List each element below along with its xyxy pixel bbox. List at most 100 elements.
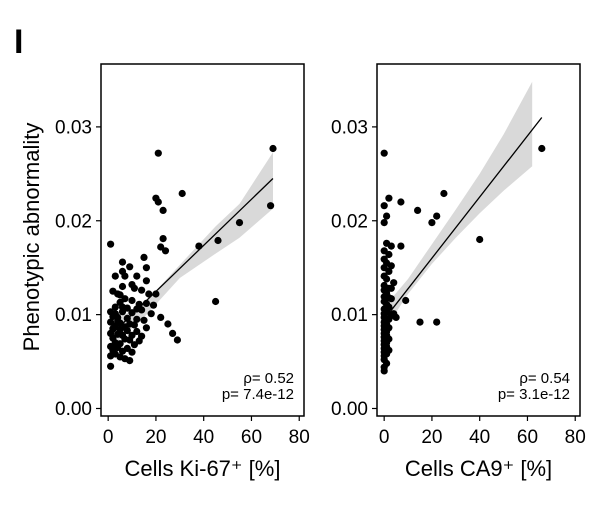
ki67-p-annotation: p= 7.4e-12 bbox=[222, 386, 294, 403]
ki67-data-point bbox=[147, 310, 155, 318]
ca9-data-point bbox=[380, 219, 388, 227]
ki67-data-point bbox=[123, 314, 131, 322]
ca9-data-point bbox=[380, 149, 388, 157]
ki67-data-point bbox=[111, 272, 119, 280]
ca9-regression-line bbox=[383, 117, 543, 320]
ki67-data-point bbox=[133, 327, 141, 336]
ca9-data-point bbox=[380, 202, 388, 210]
ca9-data-point bbox=[476, 235, 484, 244]
ki67-x-tick-label: 40 bbox=[193, 427, 214, 448]
ca9-data-point bbox=[416, 318, 424, 326]
ki67-data-point bbox=[142, 277, 150, 285]
ca9-rho-annotation: ρ= 0.54 bbox=[519, 370, 570, 387]
ki67-x-tick-label: 80 bbox=[289, 427, 310, 448]
ki67-data-point bbox=[126, 263, 134, 271]
ca9-plot-frame bbox=[376, 63, 581, 417]
ki67-data-point bbox=[164, 320, 172, 328]
ca9-data-point bbox=[402, 296, 410, 305]
ki67-data-point bbox=[128, 348, 136, 356]
ca9-data-point bbox=[414, 206, 422, 214]
ki67-x-tick-label: 0 bbox=[103, 427, 114, 448]
ki67-data-point bbox=[235, 219, 244, 227]
ki67-data-point bbox=[142, 299, 150, 307]
ki67-data-point bbox=[142, 324, 150, 332]
ca9-data-point bbox=[387, 284, 395, 292]
ki67-data-point bbox=[121, 272, 129, 280]
y-axis-title: Phenotypic abnormality bbox=[19, 123, 44, 352]
ki67-data-point bbox=[159, 206, 167, 214]
ca9-data-point bbox=[387, 262, 395, 270]
ki67-data-point bbox=[118, 303, 127, 311]
ki67-y-tick-label: 0.03 bbox=[55, 117, 92, 138]
ki67-data-point bbox=[133, 315, 141, 323]
ca9-x-tick-label: 40 bbox=[469, 427, 490, 448]
ca9-data-point bbox=[385, 294, 393, 302]
ki67-x-axis-title: Cells Ki-67⁺ [%] bbox=[125, 456, 281, 481]
ki67-data-point bbox=[152, 290, 160, 298]
ki67-data-point bbox=[111, 310, 119, 318]
ki67-data-point bbox=[130, 321, 138, 329]
ca9-y-tick-label: 0.00 bbox=[331, 399, 368, 420]
ki67-data-point bbox=[173, 336, 181, 344]
ki67-data-point bbox=[118, 347, 127, 355]
ki67-data-point bbox=[267, 202, 275, 210]
ca9-data-point bbox=[428, 219, 436, 227]
ca9-data-point bbox=[392, 313, 400, 321]
ca9-y-tick-label: 0.03 bbox=[331, 117, 368, 138]
ki67-data-point bbox=[169, 329, 177, 337]
ki67-data-point bbox=[114, 317, 122, 325]
panel-ki67: 0.00 0.01 0.02 0.03 0 20 40 60 80 Cells Ki-67⁺ [%… bbox=[55, 63, 310, 481]
ca9-data-point bbox=[385, 250, 393, 259]
ki67-data-point bbox=[126, 357, 134, 365]
ki67-data-point bbox=[116, 291, 124, 299]
ki67-data-point bbox=[178, 189, 186, 198]
ki67-y-tick-label: 0.00 bbox=[55, 399, 92, 420]
ca9-data-point bbox=[380, 367, 388, 375]
ki67-data-point bbox=[107, 352, 115, 360]
ca9-data-point bbox=[385, 267, 393, 275]
ki67-data-point bbox=[109, 344, 117, 352]
ca9-data-point bbox=[383, 212, 391, 220]
ki67-data-point bbox=[212, 297, 220, 306]
ki67-data-point bbox=[135, 337, 143, 345]
ca9-x-tick-label: 20 bbox=[421, 427, 442, 448]
ki67-data-point bbox=[140, 253, 148, 261]
ki67-data-point bbox=[130, 284, 138, 292]
ca9-data-point bbox=[433, 212, 441, 220]
ki67-data-point bbox=[123, 327, 131, 335]
ca9-data-point bbox=[440, 189, 448, 198]
ki67-data-point bbox=[138, 286, 146, 294]
ca9-x-axis-title: Cells CA9⁺ [%] bbox=[405, 456, 552, 481]
ki67-data-point bbox=[269, 144, 277, 153]
ca9-x-tick-label: 80 bbox=[565, 427, 586, 448]
ca9-data-point bbox=[397, 198, 405, 206]
ki67-data-point bbox=[111, 303, 119, 311]
ca9-p-annotation: p= 3.1e-12 bbox=[498, 386, 570, 403]
ca9-data-point bbox=[383, 275, 391, 283]
ki67-data-point bbox=[154, 198, 162, 206]
ca9-data-point bbox=[387, 242, 395, 250]
ca9-y-tick-label: 0.01 bbox=[331, 305, 368, 326]
ca9-data-point bbox=[385, 194, 393, 202]
ki67-data-point bbox=[118, 282, 127, 291]
ki67-data-point bbox=[107, 240, 115, 248]
panel-ca9: 0.00 0.01 0.02 0.03 0 20 40 60 80 Cells CA9⁺ [%] ρ… bbox=[331, 63, 586, 481]
ki67-data-point bbox=[126, 336, 134, 344]
ki67-data-point bbox=[195, 242, 203, 250]
ki67-data-point bbox=[128, 309, 136, 317]
ki67-data-point bbox=[140, 316, 148, 324]
ki67-data-point bbox=[157, 243, 165, 251]
ki67-x-tick-label: 20 bbox=[145, 427, 166, 448]
ki67-data-point bbox=[154, 149, 162, 157]
ca9-data-point bbox=[390, 279, 398, 287]
ca9-y-tick-label: 0.02 bbox=[331, 211, 368, 232]
ki67-data-point bbox=[107, 362, 115, 370]
ki67-data-point bbox=[130, 341, 138, 349]
ki67-y-tick-label: 0.02 bbox=[55, 211, 92, 232]
ki67-plot-frame bbox=[100, 63, 305, 417]
ki67-data-point bbox=[157, 313, 165, 321]
ca9-x-tick-label: 60 bbox=[517, 427, 538, 448]
ki67-data-point bbox=[161, 247, 170, 255]
ki67-data-point bbox=[133, 272, 141, 280]
ki67-y-tick-label: 0.01 bbox=[55, 305, 92, 326]
